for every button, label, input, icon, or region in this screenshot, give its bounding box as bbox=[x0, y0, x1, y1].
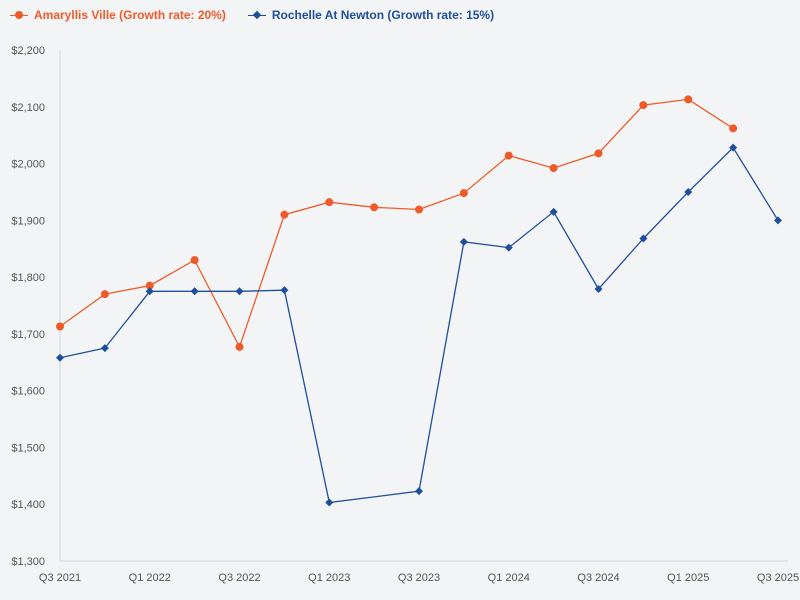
legend-item-amaryllis[interactable]: Amaryllis Ville (Growth rate: 20%) bbox=[10, 8, 226, 22]
y-tick-label: $1,400 bbox=[11, 499, 45, 511]
data-point bbox=[549, 164, 558, 173]
data-point bbox=[280, 286, 289, 295]
y-tick-label: $1,700 bbox=[11, 329, 45, 341]
data-point bbox=[459, 237, 468, 246]
legend-marker-circle-icon bbox=[10, 9, 28, 21]
data-point bbox=[594, 285, 603, 294]
legend-label-rochelle: Rochelle At Newton (Growth rate: 15%) bbox=[271, 8, 495, 22]
legend-marker-diamond-icon bbox=[247, 9, 266, 21]
data-point bbox=[235, 342, 244, 351]
y-tick-label: $2,200 bbox=[11, 45, 45, 57]
y-tick-label: $1,800 bbox=[11, 272, 45, 284]
data-point bbox=[729, 143, 738, 152]
data-point bbox=[504, 243, 513, 252]
x-tick-label: Q1 2025 bbox=[667, 572, 709, 584]
data-point bbox=[639, 101, 648, 110]
legend-label-amaryllis: Amaryllis Ville (Growth rate: 20%) bbox=[34, 8, 226, 22]
data-point bbox=[190, 256, 199, 265]
data-point bbox=[100, 344, 109, 353]
x-tick-label: Q3 2022 bbox=[218, 572, 260, 584]
data-point bbox=[415, 487, 423, 496]
data-point bbox=[325, 198, 334, 207]
x-tick-label: Q1 2024 bbox=[488, 572, 530, 584]
data-point bbox=[56, 322, 64, 331]
x-tick-label: Q3 2023 bbox=[398, 572, 440, 584]
y-tick-label: $1,500 bbox=[11, 442, 45, 454]
data-point bbox=[504, 151, 513, 160]
x-tick-label: Q1 2022 bbox=[129, 572, 171, 584]
data-point bbox=[280, 210, 289, 219]
data-point bbox=[235, 287, 244, 296]
data-point bbox=[100, 290, 109, 299]
data-point bbox=[145, 287, 154, 296]
data-point bbox=[370, 203, 379, 212]
x-tick-label: Q3 2025 bbox=[757, 572, 799, 584]
data-point bbox=[729, 124, 738, 133]
data-point bbox=[774, 216, 782, 225]
data-point bbox=[639, 234, 648, 243]
data-point bbox=[684, 95, 693, 104]
y-tick-label: $2,000 bbox=[11, 159, 45, 171]
data-point bbox=[459, 189, 468, 198]
data-point bbox=[684, 187, 693, 196]
legend-item-rochelle[interactable]: Rochelle At Newton (Growth rate: 15%) bbox=[247, 8, 495, 22]
series-line-1 bbox=[59, 146, 779, 504]
x-tick-label: Q1 2023 bbox=[308, 572, 350, 584]
legend: Amaryllis Ville (Growth rate: 20%) Roche… bbox=[10, 8, 494, 22]
y-tick-label: $2,100 bbox=[11, 102, 45, 114]
data-point bbox=[56, 353, 64, 362]
x-tick-label: Q3 2021 bbox=[39, 572, 81, 584]
y-tick-label: $1,600 bbox=[11, 386, 45, 398]
y-tick-label: $1,300 bbox=[11, 556, 45, 568]
data-point bbox=[145, 281, 154, 290]
x-tick-label: Q3 2024 bbox=[577, 572, 619, 584]
data-point bbox=[190, 287, 199, 296]
series-line-0 bbox=[59, 98, 734, 349]
data-point bbox=[415, 205, 423, 214]
data-point bbox=[594, 149, 603, 158]
data-point bbox=[325, 498, 334, 507]
data-point bbox=[549, 207, 558, 216]
y-tick-label: $1,900 bbox=[11, 215, 45, 227]
